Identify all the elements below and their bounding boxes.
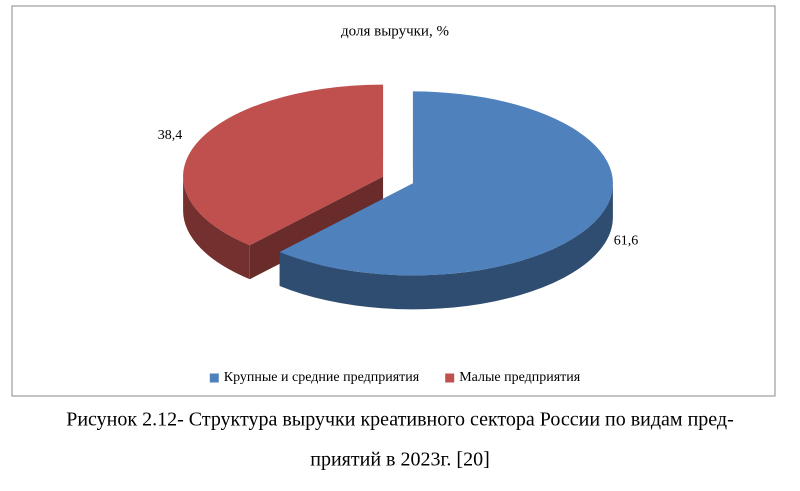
data-label: 61,6 xyxy=(614,233,639,248)
caption-line: приятий в 2023г. [20] xyxy=(310,449,489,471)
legend-label: Крупные и средние предприятия xyxy=(224,370,420,385)
legend-swatch xyxy=(445,374,454,383)
legend-swatch xyxy=(210,374,219,383)
data-label: 38,4 xyxy=(158,128,183,143)
legend-label: Малые предприятия xyxy=(459,370,581,385)
chart-title: доля выручки, % xyxy=(341,23,449,39)
caption-line: Рисунок 2.12- Структура выручки креативн… xyxy=(66,409,734,431)
